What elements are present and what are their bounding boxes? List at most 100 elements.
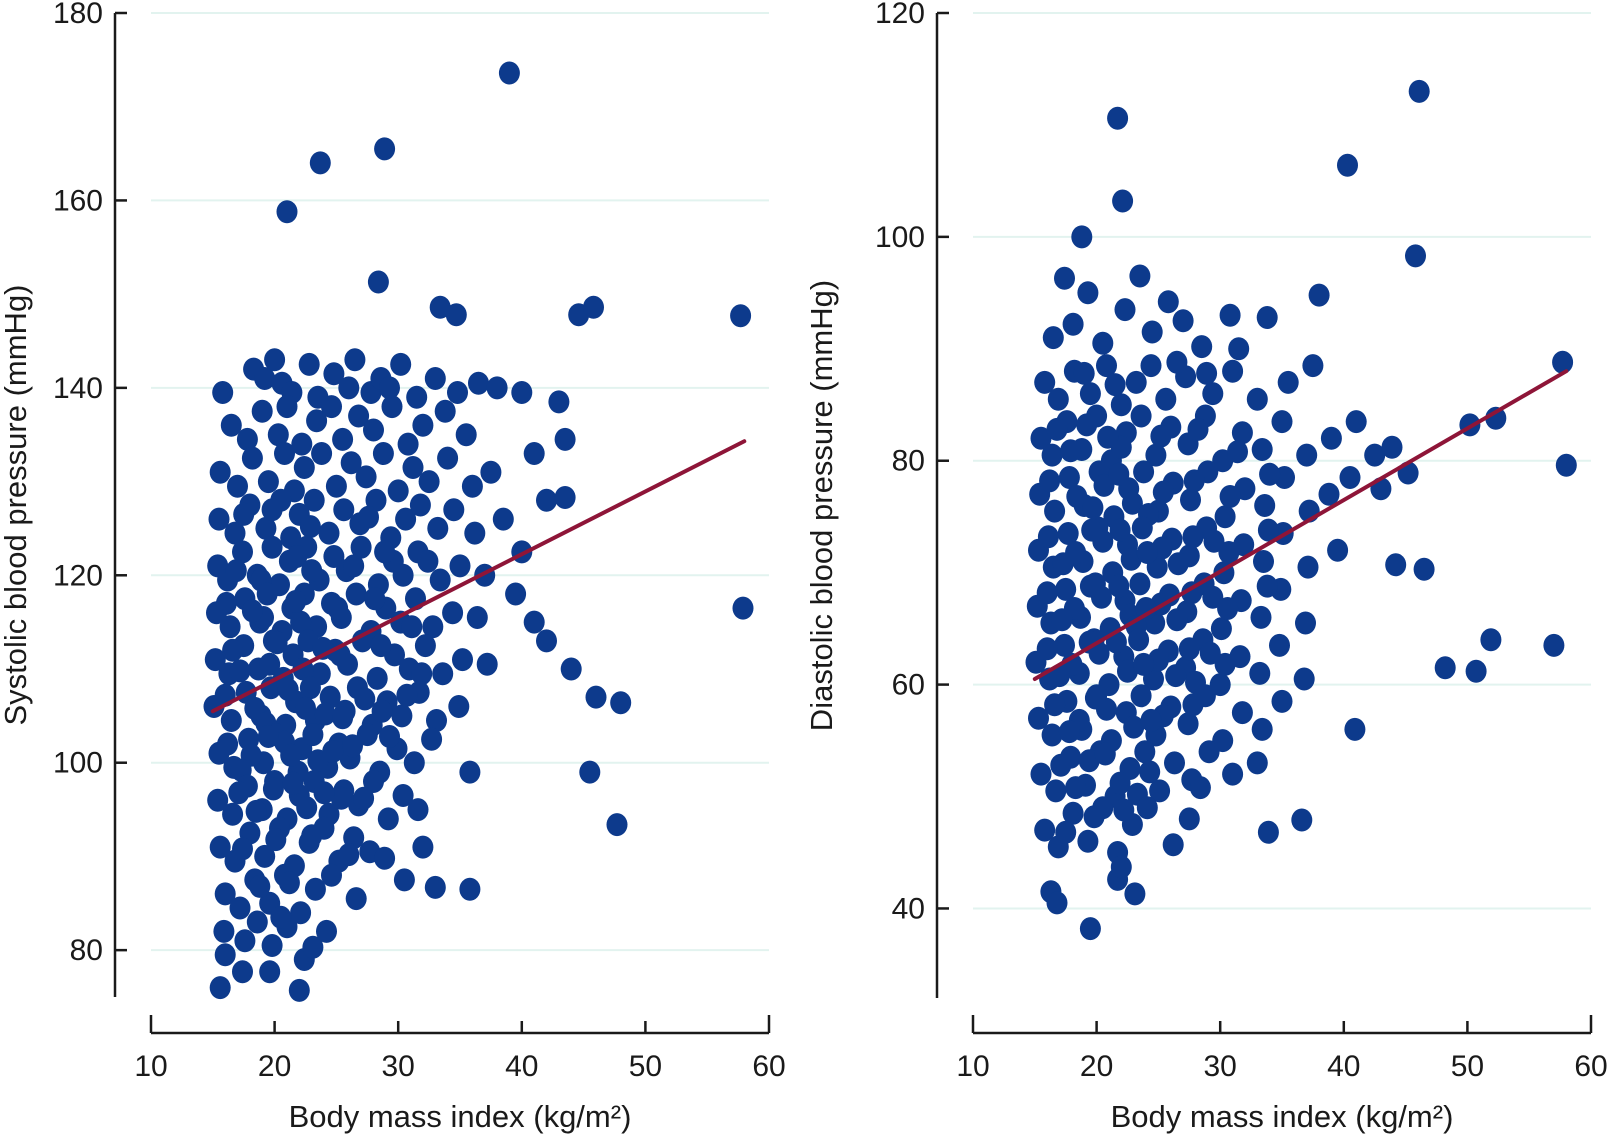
data-point [1073,361,1095,385]
data-point [277,678,299,702]
data-point [1202,585,1224,609]
data-point [215,591,237,615]
data-point [340,451,362,475]
data-point [261,498,283,522]
data-point [1094,742,1116,766]
data-point [1092,331,1114,355]
data-point [219,615,241,639]
data-point [344,348,366,372]
data-point [374,137,396,161]
data-point [1228,337,1250,361]
data-point [422,615,444,639]
data-point [480,460,502,484]
data-point [455,423,477,447]
x-tick-label: 40 [505,1050,538,1083]
data-point [276,200,298,224]
data-point [257,470,279,494]
data-point [1166,350,1188,374]
data-point [1222,359,1244,383]
data-point [1408,79,1430,103]
data-point [321,395,342,419]
data-point [1109,518,1131,542]
x-tick-label: 30 [1204,1050,1237,1083]
data-point [554,427,576,451]
data-point [1344,717,1366,741]
data-point [1318,482,1340,506]
data-point [1055,577,1077,601]
data-point [1060,439,1082,463]
data-point [249,874,271,898]
data-point [1271,410,1293,434]
data-point [1191,335,1213,359]
data-point [222,638,244,662]
data-point [1078,630,1100,654]
data-point [302,935,324,959]
data-point [1152,480,1174,504]
y-tick-label: 100 [875,221,925,254]
data-point [356,723,378,747]
data-point [1203,529,1225,553]
data-point [1042,326,1064,350]
data-point [350,535,372,559]
data-point [208,507,230,531]
data-point [1337,153,1358,177]
data-point [377,807,399,831]
data-point [1297,555,1319,579]
data-point [1046,417,1068,441]
data-point [418,470,440,494]
data-point [445,303,467,327]
data-point [427,516,449,540]
panel-systolic-panel: 80 100 120 140 160 180 10 20 30 40 50 60 Body mass i… [0,0,786,1134]
data-point [466,606,488,629]
data-point [1182,525,1204,549]
data-point [261,535,283,559]
data-point [204,648,226,672]
data-point [1076,413,1098,437]
data-point [393,868,415,892]
data-point [1108,574,1130,598]
data-point [1177,712,1199,736]
data-point [1364,443,1386,467]
data-point [426,709,447,732]
data-point [1110,855,1132,879]
data-point [1250,605,1272,629]
y-tick-label: 120 [53,559,103,592]
data-point [245,799,267,823]
data-point [1222,762,1244,786]
data-point [264,348,286,372]
data-point [256,582,278,606]
data-point [1051,608,1073,632]
data-point [345,887,367,911]
data-point [429,295,451,319]
data-point [585,685,607,709]
data-point [358,505,379,529]
data-point [1139,760,1161,784]
data-point [1162,833,1184,857]
panel-diastolic-panel: 40 60 80 100 120 10 20 30 40 50 60 Body mass index … [804,0,1608,1134]
data-point [606,813,628,837]
data-point [298,352,320,376]
data-point [461,474,483,498]
data-point [1465,659,1487,683]
data-point [1150,424,1172,448]
data-point [291,432,313,456]
data-point [392,563,414,587]
data-point [212,381,234,404]
data-point [1108,462,1130,486]
data-point [1071,225,1093,249]
y-tick-label: 80 [70,934,103,967]
data-point [464,521,486,545]
data-point [1047,387,1069,411]
x-axis-label: Body mass index (kg/m²) [289,1099,632,1134]
data-point [355,465,377,489]
data-point [222,802,244,826]
data-point [1117,659,1138,683]
data-point [1381,435,1403,459]
data-point [1114,298,1136,322]
data-point [282,771,304,795]
data-point [523,442,545,465]
data-point [367,270,389,294]
data-point [251,399,273,423]
data-point [290,610,312,634]
